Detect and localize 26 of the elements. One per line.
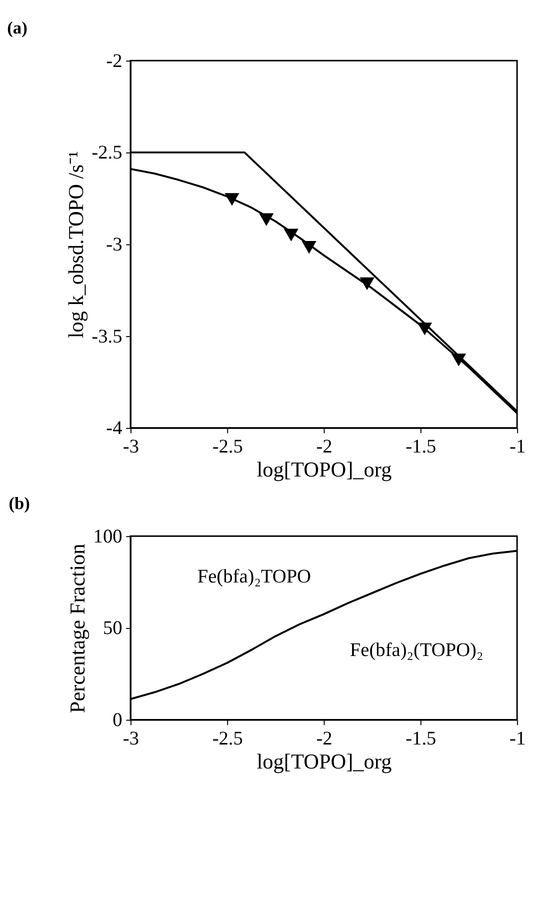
y-tick-label: -4 [106,418,123,440]
y-tick-label: 50 [102,618,122,640]
y-tick-label: -2.5 [92,142,122,164]
annotation: Fe(bfa)₂TOPO [197,566,312,588]
chart-title: (b) [8,494,30,514]
y-axis-title: Percentage Fraction [66,543,90,714]
y-tick-label: 100 [93,526,122,548]
chart-title: (a) [7,18,28,38]
x-tick-label: -1.5 [406,728,436,750]
x-axis-title: log[TOPO]_org [256,750,392,774]
x-tick-label: -2 [316,728,332,750]
x-tick-label: -2.5 [212,436,243,458]
x-tick-label: -3 [122,728,140,750]
x-tick-label: -2.5 [212,728,243,750]
y-tick-label: 0 [112,710,122,732]
y-axis-title: log k_obsd.TOPO /s⁻¹ [64,151,88,338]
x-tick-label: -1 [510,436,526,458]
x-axis-title: log[TOPO]_org [256,458,392,482]
x-tick-label: -2 [316,436,332,458]
x-tick-label: -1.5 [406,436,436,458]
y-tick-label: -2 [106,50,122,72]
x-tick-label: -3 [122,436,140,458]
annotation: Fe(bfa)₂(TOPO)₂ [350,640,484,661]
x-tick-label: -1 [510,728,526,750]
y-tick-label: -3 [106,234,122,256]
y-tick-label: -3.5 [92,326,122,348]
